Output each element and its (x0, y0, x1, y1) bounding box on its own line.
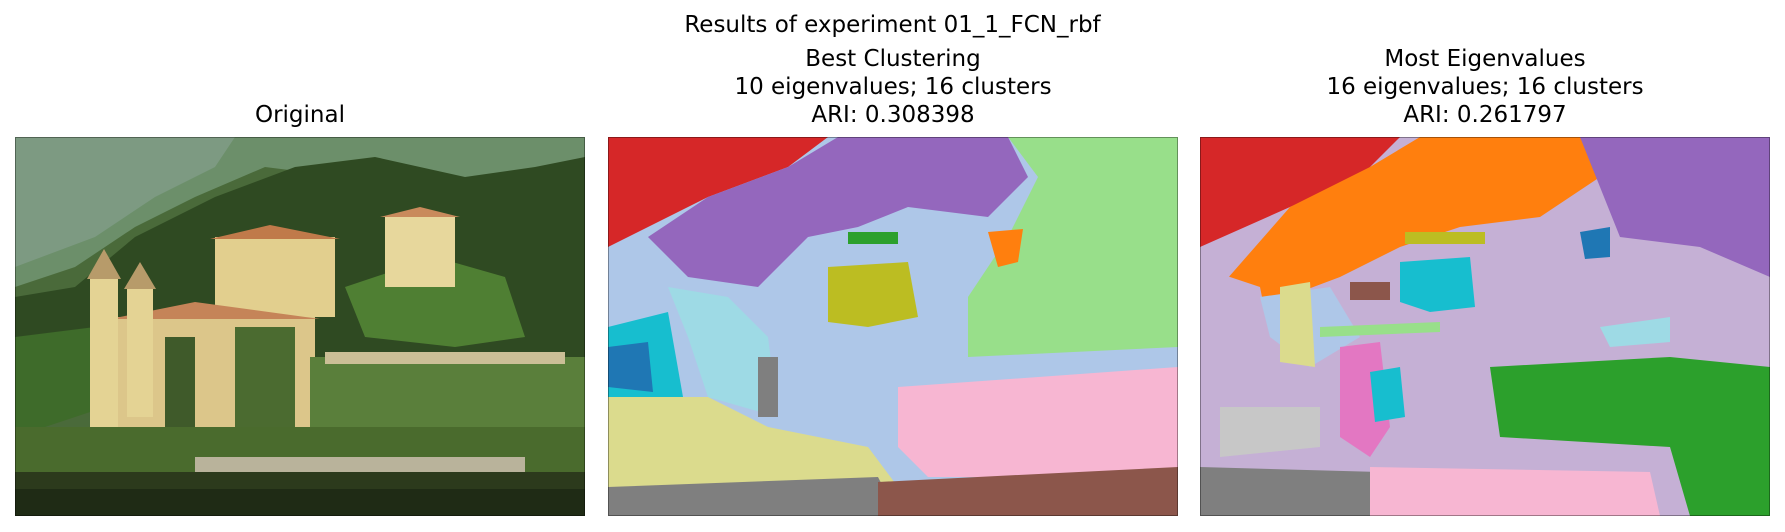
panel-best-title: Best Clustering 10 eigenvalues; 16 clust… (608, 45, 1178, 129)
panel-best-title-line-3: ARI: 0.308398 (811, 102, 975, 128)
panel-most-title-line-1: Most Eigenvalues (1384, 46, 1586, 72)
panel-most-title: Most Eigenvalues 16 eigenvalues; 16 clus… (1200, 45, 1770, 129)
panel-most-title-line-2: 16 eigenvalues; 16 clusters (1326, 74, 1644, 100)
panel-most-title-line-3: ARI: 0.261797 (1403, 102, 1567, 128)
panel-best-title-line-1: Best Clustering (805, 46, 981, 72)
original-image (15, 137, 585, 516)
panel-original-title: Original (15, 101, 585, 129)
best-clustering-image (608, 137, 1178, 516)
figure-suptitle: Results of experiment 01_1_FCN_rbf (684, 12, 1101, 38)
most-eigenvalues-image (1200, 137, 1770, 516)
panel-best-title-line-2: 10 eigenvalues; 16 clusters (734, 74, 1052, 100)
panel-original-title-line: Original (254, 102, 345, 128)
